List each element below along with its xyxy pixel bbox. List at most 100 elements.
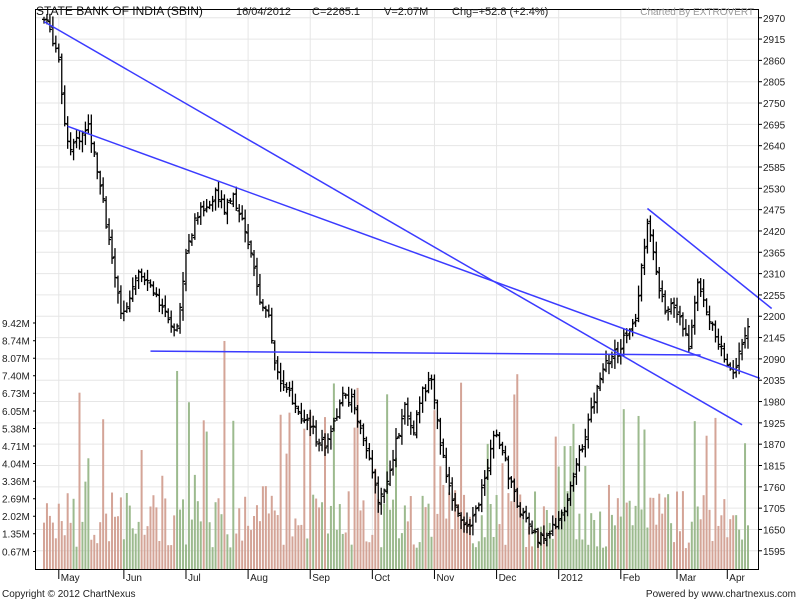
- price-tick-label: 2310: [763, 270, 786, 281]
- trendline: [150, 350, 701, 356]
- volume-bar: [356, 387, 359, 569]
- volume-bar: [723, 499, 726, 569]
- price-tick-label: 1650: [763, 525, 786, 536]
- volume-bar: [241, 540, 244, 569]
- volume-bar: [439, 466, 442, 569]
- volume-bar: [690, 521, 693, 569]
- volume-bar: [409, 496, 412, 569]
- volume-bar: [324, 417, 327, 569]
- volume-tick-label: 8.07M: [2, 354, 30, 365]
- date-tick-label: May: [61, 573, 80, 584]
- volume-bar: [732, 515, 735, 569]
- volume-bar: [501, 463, 504, 569]
- price-tick-label: 2475: [763, 206, 786, 217]
- volume-bar: [244, 496, 247, 569]
- volume-bar: [164, 498, 167, 569]
- volume-bar: [477, 541, 480, 569]
- volume-bar: [155, 507, 158, 569]
- volume-bar: [113, 516, 116, 569]
- footer-powered-by: Powered by www.chartnexus.com: [646, 589, 796, 600]
- volume-bar: [84, 481, 87, 569]
- volume-bar: [205, 431, 208, 569]
- price-tick-label: 1705: [763, 504, 786, 515]
- price-tick-label: 2805: [763, 78, 786, 89]
- volume-bar: [300, 524, 303, 569]
- volume-bar: [341, 533, 344, 569]
- volume-bar: [548, 522, 551, 569]
- volume-bar: [229, 547, 232, 569]
- volume-bar: [471, 543, 474, 569]
- volume-bar: [687, 542, 690, 569]
- volume-bar: [560, 511, 563, 569]
- volume-bar: [220, 514, 223, 569]
- volume-bar: [643, 429, 646, 569]
- volume-bar: [605, 546, 608, 569]
- volume-bar: [93, 534, 96, 569]
- volume-bar: [519, 494, 522, 569]
- volume-bar: [395, 457, 397, 569]
- volume-tick-label: 4.71M: [2, 442, 30, 453]
- volume-bar: [211, 547, 214, 569]
- date-tick-label: Feb: [623, 573, 641, 584]
- volume-bar: [119, 497, 122, 569]
- volume-bar: [599, 511, 602, 569]
- volume-bar: [729, 519, 732, 569]
- price-tick-label: 1925: [763, 419, 786, 430]
- volume-bar: [397, 538, 400, 569]
- volume-tick-label: 0.67M: [2, 548, 30, 559]
- volume-tick-label: 3.36M: [2, 477, 30, 488]
- volume-tick-label: 2.02M: [2, 512, 30, 523]
- volume-bar: [569, 446, 572, 569]
- volume-bar: [578, 513, 581, 569]
- volume-bar: [359, 510, 362, 569]
- volume-bar: [102, 419, 105, 569]
- volume-bar: [179, 509, 182, 569]
- volume-bar: [649, 497, 652, 569]
- volume-bar: [235, 533, 238, 569]
- price-axis: 2970 2915 2860 2805 2750 2695 2640 2585 2530 2475…: [758, 14, 786, 558]
- price-tick-label: 1760: [763, 483, 786, 494]
- volume-bar: [637, 415, 640, 569]
- volume-bar: [566, 491, 569, 569]
- volume-bar: [380, 547, 383, 569]
- volume-bar: [190, 519, 193, 569]
- volume-bar: [699, 519, 702, 569]
- date-tick-label: Sep: [312, 573, 330, 584]
- volume-bar: [365, 541, 368, 569]
- volume-bar: [445, 518, 448, 569]
- volume-bar: [421, 495, 424, 569]
- volume-bar: [406, 521, 409, 569]
- volume-bar: [498, 524, 501, 569]
- header-volume: V=2.07M: [384, 6, 428, 18]
- volume-bar: [489, 504, 492, 569]
- volume-bar: [326, 533, 329, 569]
- volume-bar: [442, 484, 445, 569]
- volume-bar: [63, 535, 66, 569]
- date-tick-label: 2012: [561, 573, 584, 584]
- volume-bar: [474, 547, 477, 569]
- price-tick-label: 2915: [763, 35, 786, 46]
- volume-axis: 9.42M 8.74M 8.07M 7.40M 6.73M 6.05M 5.38M 4.71M…: [2, 319, 36, 559]
- price-tick-label: 2035: [763, 376, 786, 387]
- volume-bar: [610, 514, 613, 569]
- volume-bar: [525, 547, 528, 569]
- volume-bar: [483, 537, 486, 569]
- volume-bar: [696, 506, 699, 569]
- volume-bar: [309, 411, 312, 569]
- volume-bar: [646, 527, 649, 569]
- volume-bar: [457, 503, 460, 569]
- volume-bar: [572, 423, 575, 569]
- volume-bar: [253, 515, 256, 569]
- volume-bar: [270, 495, 273, 569]
- volume-tick-label: 2.69M: [2, 495, 30, 506]
- date-axis: May Jun Jul Aug Sep Oct Nov Dec 2012 Feb Mar Apr: [58, 569, 746, 584]
- volume-bar: [78, 392, 81, 569]
- volume-bar: [628, 500, 631, 569]
- volume-bar: [492, 536, 495, 569]
- volume-bar: [69, 522, 72, 569]
- volume-bar: [90, 539, 93, 569]
- price-tick-label: 2530: [763, 184, 786, 195]
- volume-bar: [741, 539, 744, 569]
- price-tick-label: 2585: [763, 163, 786, 174]
